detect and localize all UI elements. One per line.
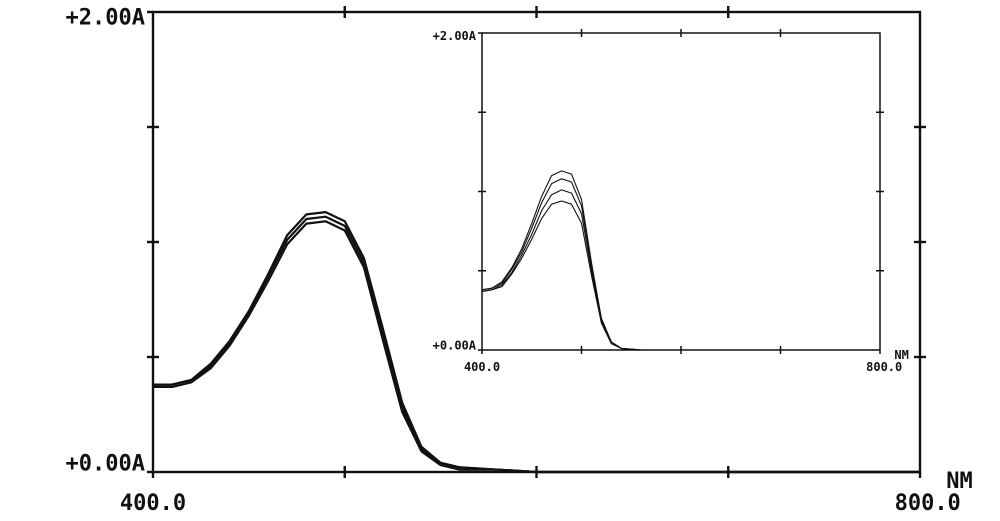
x-axis-label: NM — [894, 348, 908, 362]
y-tick-label: +0.00A — [433, 338, 477, 352]
spectrum-line — [153, 220, 920, 474]
x-tick-label: 800.0 — [866, 360, 902, 374]
x-axis-label: NM — [946, 469, 973, 494]
y-tick-label: +0.00A — [66, 451, 145, 476]
y-tick-label: +2.00A — [66, 6, 145, 31]
y-tick-label: +2.00A — [433, 29, 477, 43]
x-tick-label: 400.0 — [464, 360, 500, 374]
plot-frame — [481, 32, 881, 351]
x-tick-label: 800.0 — [895, 491, 961, 516]
x-tick-label: 400.0 — [120, 491, 186, 516]
spectrum-line — [481, 200, 880, 351]
